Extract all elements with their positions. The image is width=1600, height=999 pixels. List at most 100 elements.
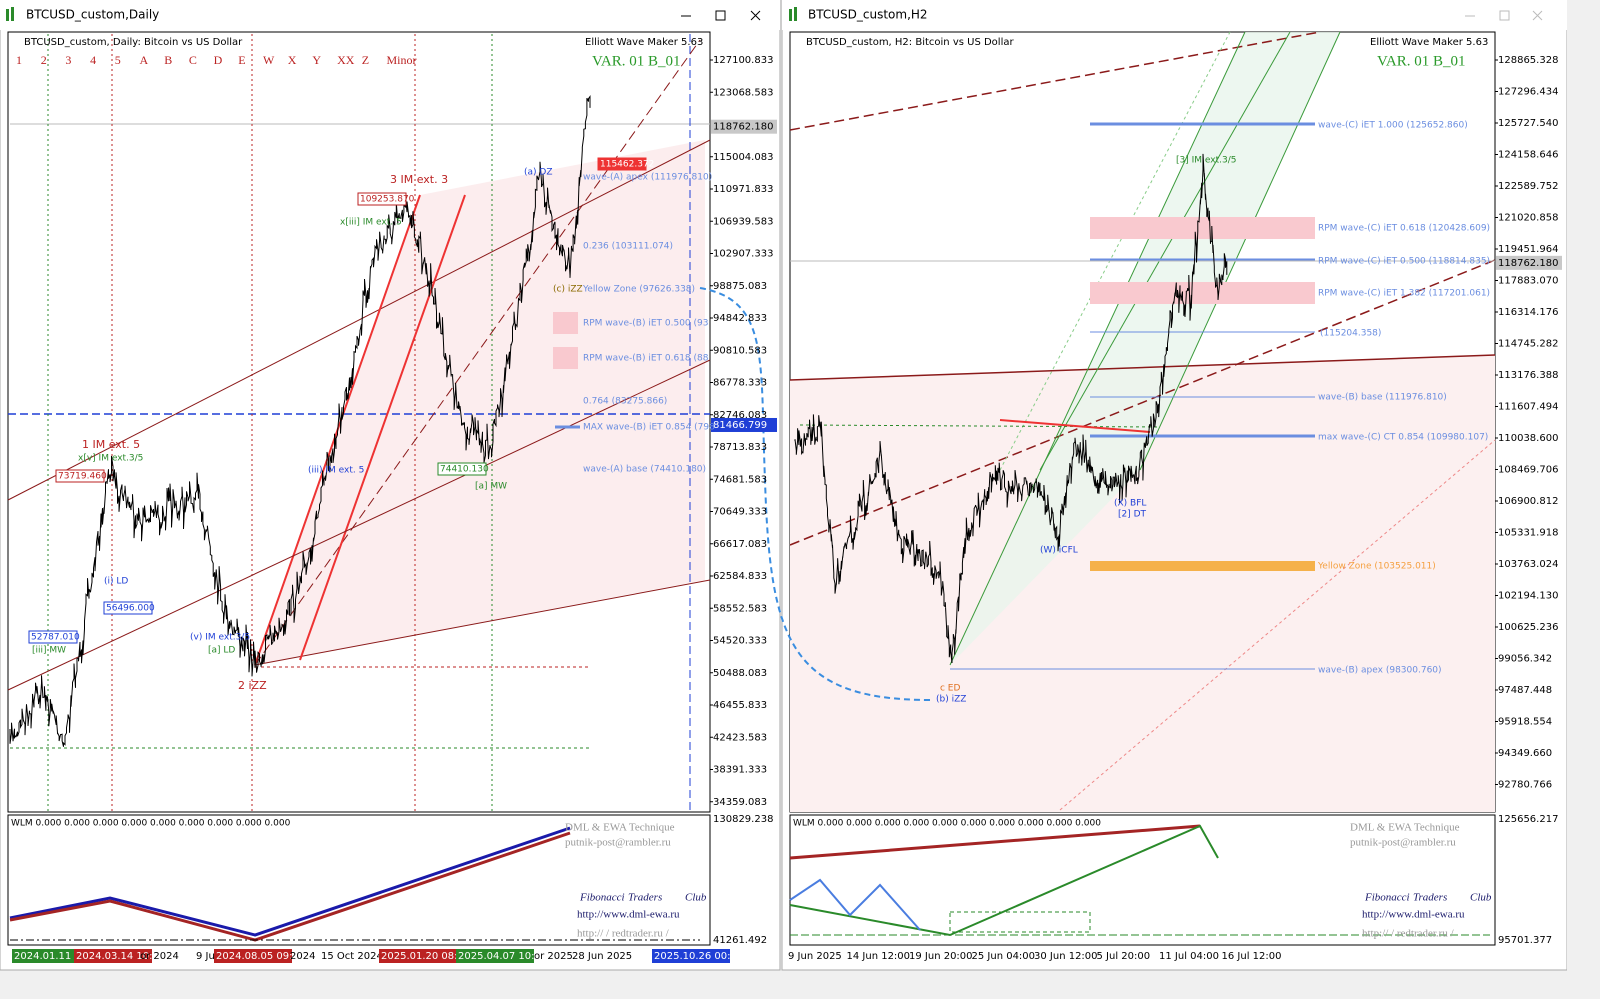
price-label: 117883.070 (1498, 276, 1558, 287)
date-label: or 2024 (140, 951, 179, 962)
price-label: 123068.583 (713, 87, 773, 98)
price-label: 86778.333 (713, 378, 767, 389)
annotation: 0.764 (83275.866) (583, 397, 667, 407)
annotation: 2 iZZ (238, 679, 267, 692)
wave-button: A (140, 53, 149, 67)
annotation: x[iii] IM ext. 5 (340, 218, 402, 228)
window-controls[interactable] (681, 10, 761, 21)
price-label: 99056.342 (1498, 654, 1552, 665)
price-label: 110971.833 (713, 184, 773, 195)
price-label: 128865.328 (1498, 55, 1558, 66)
price-label: 106939.583 (713, 216, 773, 227)
annotation: MAX wave-(B) iET 0.854 (798 (583, 423, 715, 433)
date-label-bg (456, 949, 534, 963)
price-box (357, 192, 407, 206)
date-label: 11 Jul 04:00 (1159, 951, 1219, 962)
price-label: 121020.858 (1498, 213, 1558, 224)
wave-button: 4 (90, 53, 96, 67)
credit: Traders (628, 892, 662, 904)
price-box (437, 462, 487, 476)
price-label: 42423.583 (713, 732, 767, 743)
credit: http://www.dml-ewa.ru (1362, 909, 1465, 921)
wave-button: Z (362, 53, 369, 67)
price-label: 34359.083 (713, 797, 767, 808)
date-label-bg (214, 949, 292, 963)
price-box-label: 73719.460 (58, 472, 107, 482)
date-label: 2024.08.05 09:24 (216, 951, 305, 962)
price-label: 127296.434 (1498, 87, 1558, 98)
wave-button: D (214, 53, 223, 67)
date-label: 2025.04.07 10:04 (458, 951, 547, 962)
credit: Fibonacci (1364, 892, 1410, 904)
price-label: 100625.236 (1498, 622, 1558, 633)
price-label: 106900.812 (1498, 496, 1558, 507)
annotation: RPM wave-(C) iET 1.382 (117201.061) (1318, 289, 1490, 299)
window-controls-inactive[interactable] (1465, 10, 1543, 21)
annotation: wave-(A) base (74410.180) (583, 465, 706, 475)
annotation: 3 IM ext. 3 (390, 173, 448, 186)
date-label: 30 Jun 12:00 (1034, 951, 1098, 962)
price-label: 113176.388 (1498, 370, 1558, 381)
annotation: (c) iZZ (553, 285, 583, 295)
price-box (103, 601, 153, 615)
price-label: 92780.766 (1498, 780, 1552, 791)
date-label: 9 Ju (196, 951, 215, 962)
date-label-bg (652, 949, 730, 963)
wave-button: W (263, 53, 275, 67)
credit: http://www.dml-ewa.ru (577, 909, 680, 921)
titlebar-left[interactable] (0, 0, 780, 30)
indicator-price: 125656.217 (1498, 814, 1558, 825)
fan-zone (255, 140, 705, 665)
variant-label: VAR. 01 B_01 (1377, 53, 1466, 69)
chart-header: BTCUSD_custom, Daily: Bitcoin vs US Doll… (24, 37, 243, 48)
indicator-price: 95701.377 (1498, 935, 1552, 946)
price-label: 94349.660 (1498, 748, 1552, 759)
wave-button: Minor (387, 53, 417, 67)
price-box-label: 74410.130 (440, 465, 489, 475)
wave-button: 3 (65, 53, 71, 67)
annotation: 1 IM ext. 5 (82, 438, 140, 451)
indicator-price: 41261.492 (713, 935, 767, 946)
annotation: [a] LD (208, 646, 235, 656)
credit: Traders (1413, 892, 1447, 904)
titlebar-right[interactable] (782, 0, 1567, 30)
annotation: max wave-(C) CT 0.854 (109980.107) (1318, 433, 1488, 443)
desktop (1567, 0, 1600, 995)
annotation: wave-(B) base (111976.810) (1318, 393, 1447, 403)
date-label: 2025.01.20 08:56 (381, 951, 470, 962)
chart-header: BTCUSD_custom, H2: Bitcoin vs US Dollar (806, 37, 1014, 48)
wave-button: E (238, 53, 245, 67)
price-label: 116314.176 (1498, 307, 1558, 318)
date-label-bg (379, 949, 457, 963)
annotation: wave-(A) apex (111976.810) (583, 173, 712, 183)
price-label: 115004.083 (713, 152, 773, 163)
annotation: RPM wave-(C) iET 0.500 (118814.835) (1318, 257, 1490, 267)
credit: putnik-post@rambler.ru (565, 837, 671, 849)
date-label: 15 Oct 2024 (321, 951, 383, 962)
price-label: 94842.833 (713, 313, 767, 324)
annotation: [iii] MW (32, 646, 66, 656)
price-box-label: 52787.010 (31, 633, 80, 643)
price-label: 62584.833 (713, 571, 767, 582)
date-label: or 2025 (534, 951, 573, 962)
price-line (9, 95, 591, 747)
wave-button: XX (337, 53, 355, 67)
indicator-right (789, 814, 1496, 946)
date-label-bg (12, 949, 90, 963)
marked-price: 81466.799 (713, 420, 767, 431)
price-label: 46455.833 (713, 700, 767, 711)
date-label-bg (74, 949, 152, 963)
price-label: 105331.918 (1498, 528, 1558, 539)
date-label: 16 Jul 12:00 (1222, 951, 1282, 962)
date-label: 14 Jun 12:00 (847, 951, 911, 962)
price-label: 122589.752 (1498, 181, 1558, 192)
price-label: 125727.540 (1498, 118, 1558, 129)
date-label: 2024.01.11 16 (14, 951, 87, 962)
price-label: 70649.333 (713, 507, 767, 518)
annotation: (v) IM ext.3/5 (190, 633, 250, 643)
date-label: 25 Jun 04:00 (972, 951, 1036, 962)
price-label: 66617.083 (713, 539, 767, 550)
price-label: 54520.333 (713, 636, 767, 647)
price-box-label: 56496.000 (106, 604, 155, 614)
